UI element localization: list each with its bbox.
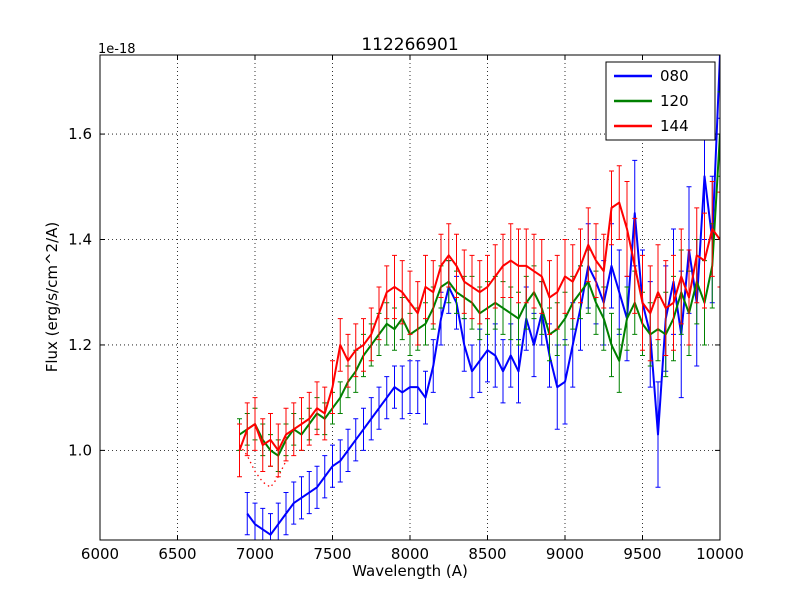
series-144 [237, 165, 720, 478]
series-144-line [238, 201, 720, 452]
x-tick-label: 10000 [696, 545, 744, 563]
legend-label: 080 [660, 67, 689, 85]
legend-item-080: 080 [614, 67, 689, 85]
chart-title: 112266901 [361, 35, 459, 55]
legend: 080 120 144 [605, 61, 716, 141]
x-tick-label: 7000 [236, 545, 274, 563]
legend-label: 144 [660, 117, 689, 135]
x-tick-label: 9000 [546, 545, 584, 563]
legend-item-144: 144 [614, 117, 689, 135]
y-tick-label: 1.6 [68, 125, 92, 143]
legend-label: 120 [660, 92, 689, 110]
legend-item-120: 120 [614, 92, 689, 110]
series-144-errorbars [237, 165, 720, 478]
data-series [237, 55, 720, 540]
x-axis-label: Wavelength (A) [352, 562, 468, 580]
x-tick-label: 6000 [81, 545, 119, 563]
y-tick-label: 1.4 [68, 231, 92, 249]
y-tick-label: 1.2 [68, 336, 92, 354]
x-tick-label: 7500 [313, 545, 351, 563]
y-tick-label: 1.0 [68, 441, 92, 459]
y-axis-offset-label: 1e-18 [98, 42, 136, 57]
x-tick-label: 8500 [468, 545, 506, 563]
x-tick-label: 8000 [391, 545, 429, 563]
x-tick-label: 6500 [158, 545, 196, 563]
x-tick-label: 9500 [623, 545, 661, 563]
y-axis-label: Flux (erg/s/cm^2/A) [43, 221, 61, 373]
series-080-line [246, 55, 720, 536]
axes-frame [99, 54, 721, 541]
tick-labels: 6000 6500 7000 7500 8000 8500 9000 9500 10000 1.0… [68, 125, 744, 563]
